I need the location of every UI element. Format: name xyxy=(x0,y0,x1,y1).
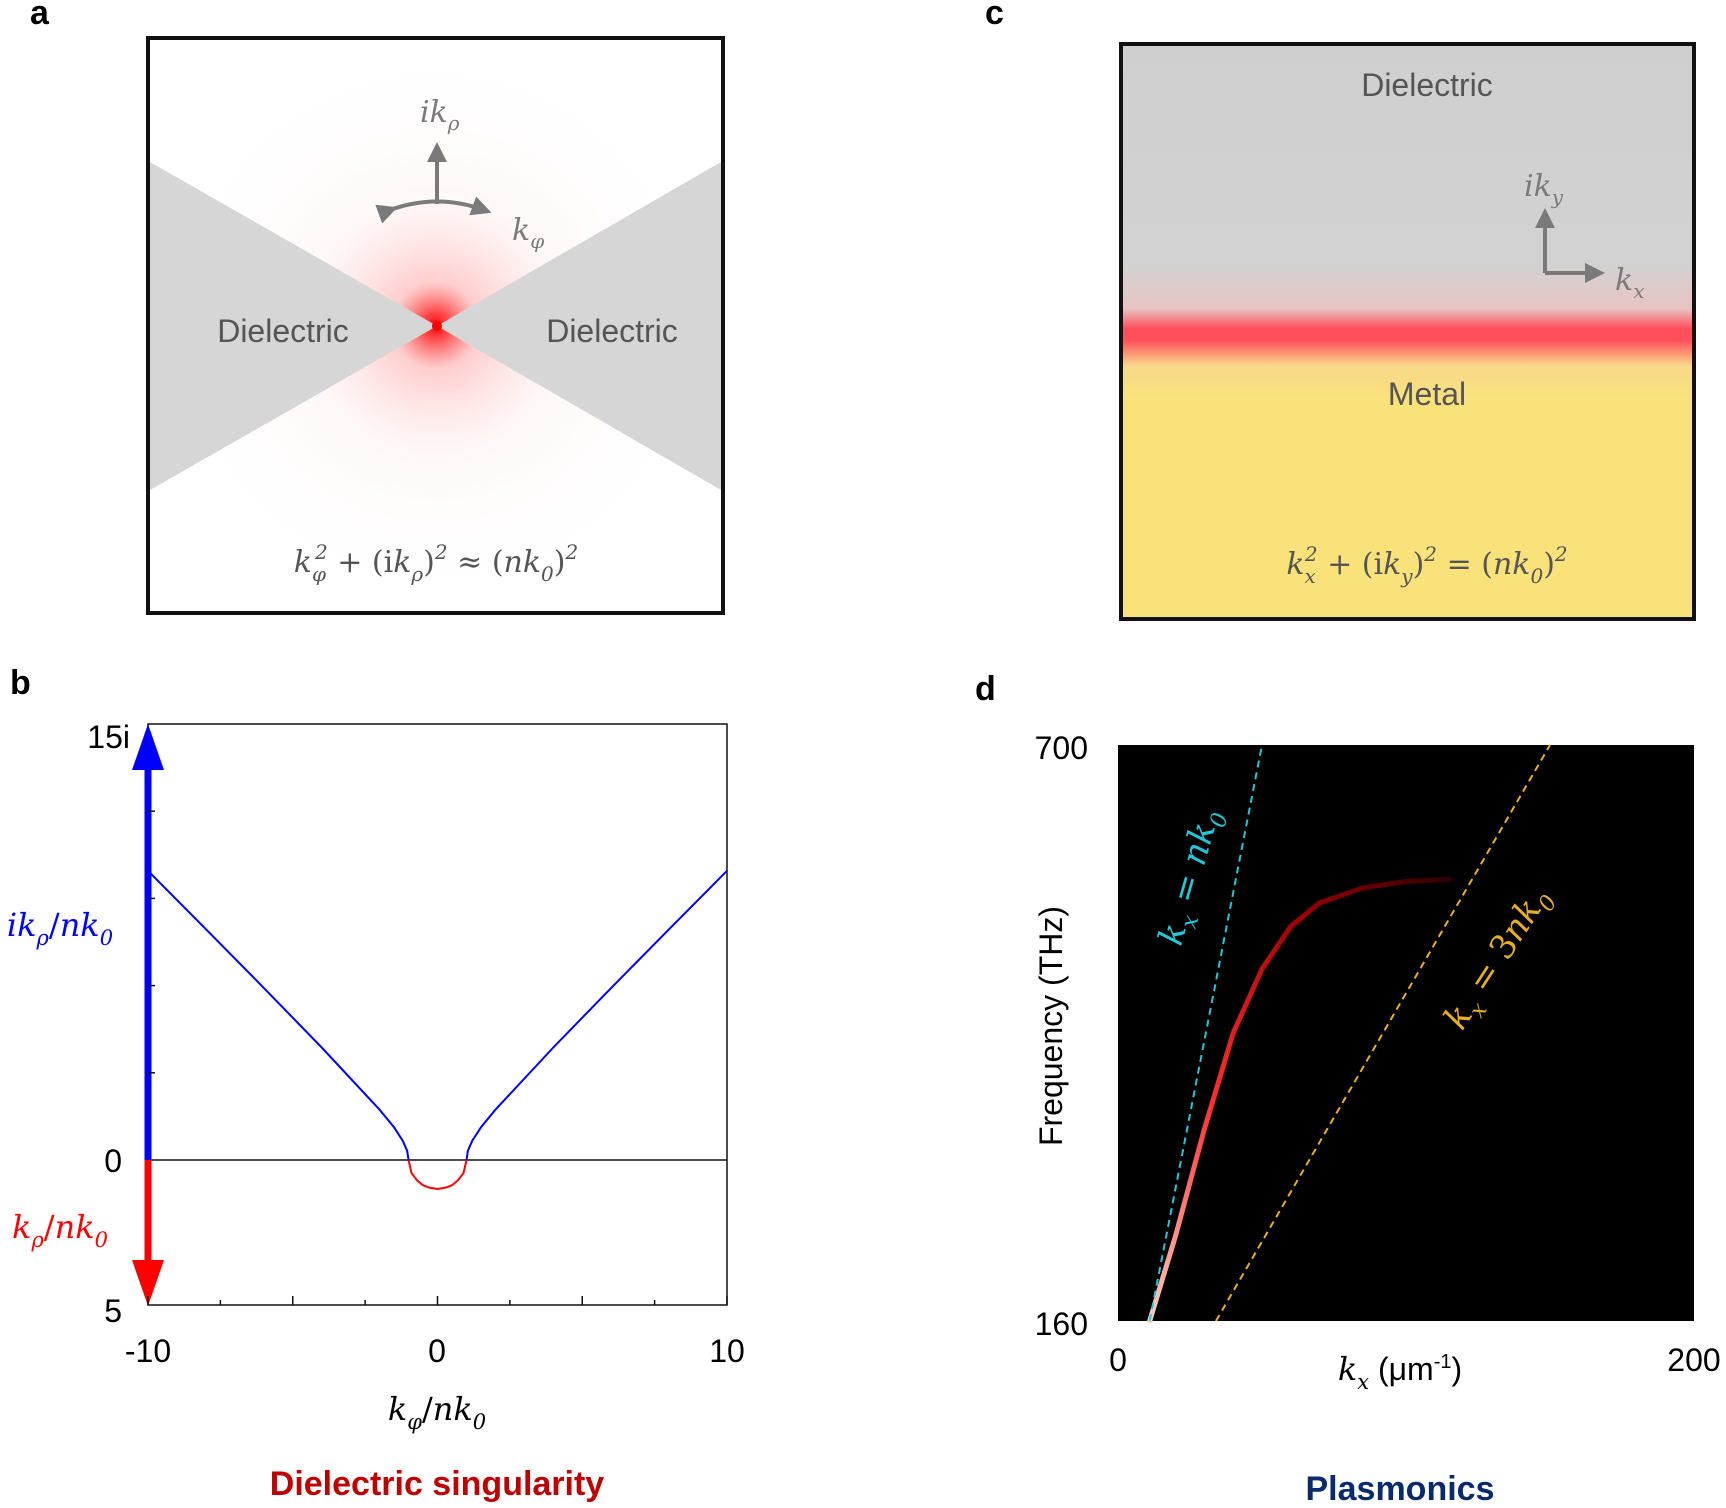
light-line-3nk0 xyxy=(1215,744,1551,1322)
panel-a-frame xyxy=(146,36,725,615)
top-dielectric-label: Dielectric xyxy=(1361,67,1493,103)
y-tick-5: 5 xyxy=(104,1293,122,1329)
y-tick-0: 0 xyxy=(104,1143,122,1179)
y-tick-160: 160 xyxy=(1035,1306,1088,1342)
x-axis-label: kφ/nk0 xyxy=(388,1390,486,1434)
panel-d-chart: kx = nk0 kx = 3nk0 700 160 0 200 Frequen… xyxy=(1033,730,1721,1508)
panel-letter-a: a xyxy=(30,0,50,32)
x-axis-label: kx (μm-1) xyxy=(1338,1350,1462,1394)
y-axis-label: Frequency (THz) xyxy=(1033,906,1069,1146)
singularity-point xyxy=(432,321,442,331)
panel-b-plot-frame xyxy=(147,723,728,1306)
dispersion-curve xyxy=(1147,876,1452,1324)
x-tick-neg10: -10 xyxy=(125,1333,171,1369)
left-dielectric-label: Dielectric xyxy=(217,313,349,349)
panel-b-caption: Dielectric singularity xyxy=(270,1465,605,1503)
x-tick-0: 0 xyxy=(428,1333,446,1369)
axis-label-ik-y: iky xyxy=(1524,169,1564,209)
y-label-real: kρ/nk0 xyxy=(12,1208,108,1252)
y-tick-15i: 15i xyxy=(87,719,130,755)
y-tick-700: 700 xyxy=(1035,730,1088,766)
imag-arrow-head-icon xyxy=(132,724,164,770)
y-label-imag: ikρ/nk0 xyxy=(7,906,113,950)
right-dielectric-wedge xyxy=(437,162,721,490)
metal-label: Metal xyxy=(1388,376,1466,412)
series-real-line xyxy=(407,1159,468,1191)
left-dielectric-wedge xyxy=(150,162,437,490)
real-arrow-head-icon xyxy=(132,1260,164,1306)
panel-b-chart: 15i 0 5 -10 0 10 ikρ/nk0 kρ/nk0 kφ/nk0 D… xyxy=(7,719,745,1503)
right-dielectric-label: Dielectric xyxy=(546,313,678,349)
panel-letter-d: d xyxy=(975,670,996,708)
panel-d-plot-area xyxy=(1118,745,1694,1321)
panel-letter-b: b xyxy=(10,664,31,702)
panel-c-frame xyxy=(1119,42,1696,621)
panel-d-caption: Plasmonics xyxy=(1306,1470,1495,1508)
panel-c: Dielectric Metal iky kx kx2 + (iky)2 = (… xyxy=(1119,42,1696,621)
x-tick-0: 0 xyxy=(1109,1342,1127,1378)
light-line-nk0 xyxy=(1148,744,1263,1322)
curved-arrow-icon xyxy=(375,196,492,224)
axis-label-k-phi: kφ xyxy=(512,213,544,253)
x-tick-10: 10 xyxy=(709,1333,745,1369)
series-imag-line xyxy=(147,870,728,1161)
panel-letter-c: c xyxy=(985,0,1004,32)
panel-a: Dielectric Dielectric ikρ kφ kφ2 + (ikρ)… xyxy=(146,36,725,615)
x-tick-200: 200 xyxy=(1667,1342,1720,1378)
dielectric-metal-interface xyxy=(1121,44,1694,619)
panel-b-ticks xyxy=(147,810,728,1305)
